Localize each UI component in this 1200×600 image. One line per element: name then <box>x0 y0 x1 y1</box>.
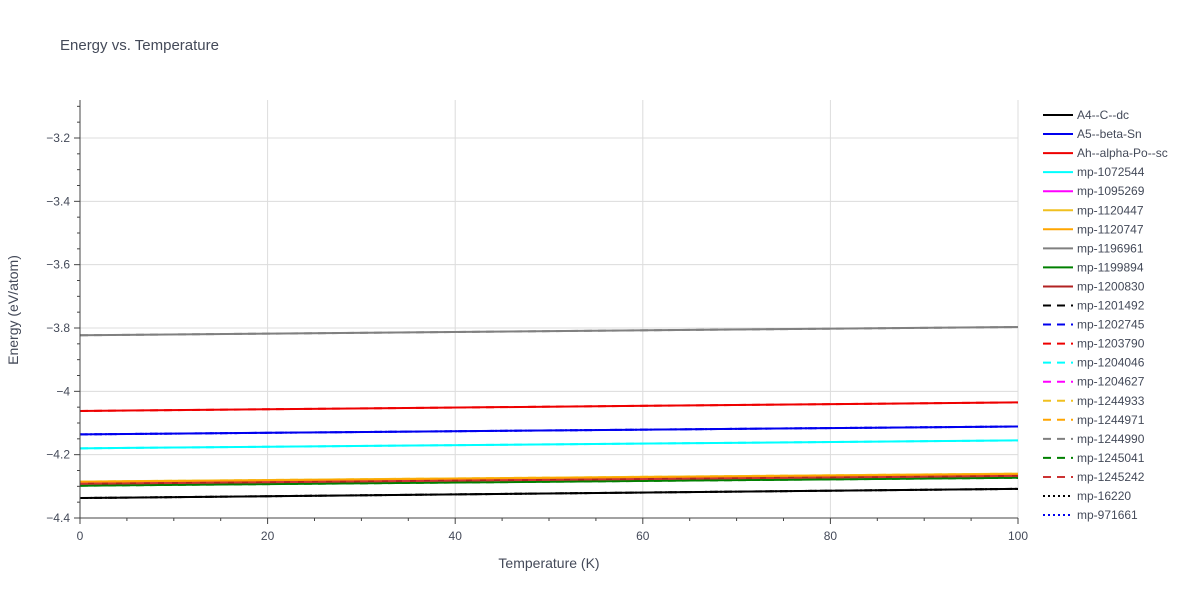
x-tick-label: 100 <box>1008 529 1028 543</box>
x-tick-label: 20 <box>261 529 275 543</box>
legend-item-label: Ah--alpha-Po--sc <box>1077 146 1168 160</box>
legend-item-label: mp-1244990 <box>1077 432 1145 446</box>
series-line-mp-971661 <box>79 425 1019 436</box>
series-line-mp-1244971 <box>79 473 1019 483</box>
legend-item-label: mp-1196961 <box>1077 241 1144 255</box>
chart-title: Energy vs. Temperature <box>60 37 219 54</box>
legend-item-label: mp-1120447 <box>1077 203 1144 217</box>
x-tick-label: 80 <box>824 529 838 543</box>
y-tick-label: −4.2 <box>46 448 70 462</box>
y-axis-title: Energy (eV/atom) <box>5 255 21 365</box>
series-line-mp-1245041 <box>79 476 1019 487</box>
x-axis-title: Temperature (K) <box>498 555 599 571</box>
y-tick-label: −3.2 <box>46 131 70 145</box>
y-tick-label: −4 <box>56 384 70 398</box>
legend-item-label: mp-1199894 <box>1077 260 1144 274</box>
series-line-mp-1203790 <box>79 401 1019 412</box>
legend-item-label: mp-1120747 <box>1077 222 1144 236</box>
legend-item-label: mp-1204627 <box>1077 375 1145 389</box>
series-line-mp-1204046 <box>79 439 1019 450</box>
series-line-mp-16220 <box>79 487 1019 500</box>
y-tick-label: −3.6 <box>46 258 70 272</box>
x-tick-label: 0 <box>77 529 84 543</box>
legend-item-label: mp-16220 <box>1077 489 1131 503</box>
legend-item-label: mp-1244933 <box>1077 394 1145 408</box>
legend-item-label: mp-971661 <box>1077 508 1138 522</box>
legend-item-label: mp-1245041 <box>1077 451 1145 465</box>
series-line-mp-1244990 <box>79 326 1019 337</box>
legend-item-label: mp-1244971 <box>1077 413 1145 427</box>
legend-item-label: mp-1202745 <box>1077 318 1145 332</box>
legend: A4--C--dc A5--beta-Sn Ah--alpha-Po--sc mp-1… <box>1043 108 1168 522</box>
legend-item-label: mp-1072544 <box>1077 165 1145 179</box>
legend-item-label: mp-1245242 <box>1077 470 1145 484</box>
y-tick-label: −3.8 <box>46 321 70 335</box>
y-tick-label: −4.4 <box>46 511 70 525</box>
grid <box>80 100 1019 518</box>
legend-item-label: mp-1201492 <box>1077 299 1145 313</box>
legend-item-label: A5--beta-Sn <box>1077 127 1142 141</box>
x-tick-label: 40 <box>449 529 463 543</box>
series-line-mp-1245242 <box>79 474 1019 485</box>
plot-area <box>79 326 1019 500</box>
axes: 0 20 40 60 80 100 −4.4 −4.2 −4 −3.8 −3.6 −3.4 −3.2 <box>46 100 1028 543</box>
legend-item-label: mp-1200830 <box>1077 279 1145 293</box>
legend-item-label: mp-1203790 <box>1077 337 1145 351</box>
x-tick-label: 60 <box>636 529 650 543</box>
legend-item-label: mp-1095269 <box>1077 184 1145 198</box>
y-tick-label: −3.4 <box>46 194 70 208</box>
legend-item-label: mp-1204046 <box>1077 356 1145 370</box>
legend-item-label: A4--C--dc <box>1077 108 1129 122</box>
